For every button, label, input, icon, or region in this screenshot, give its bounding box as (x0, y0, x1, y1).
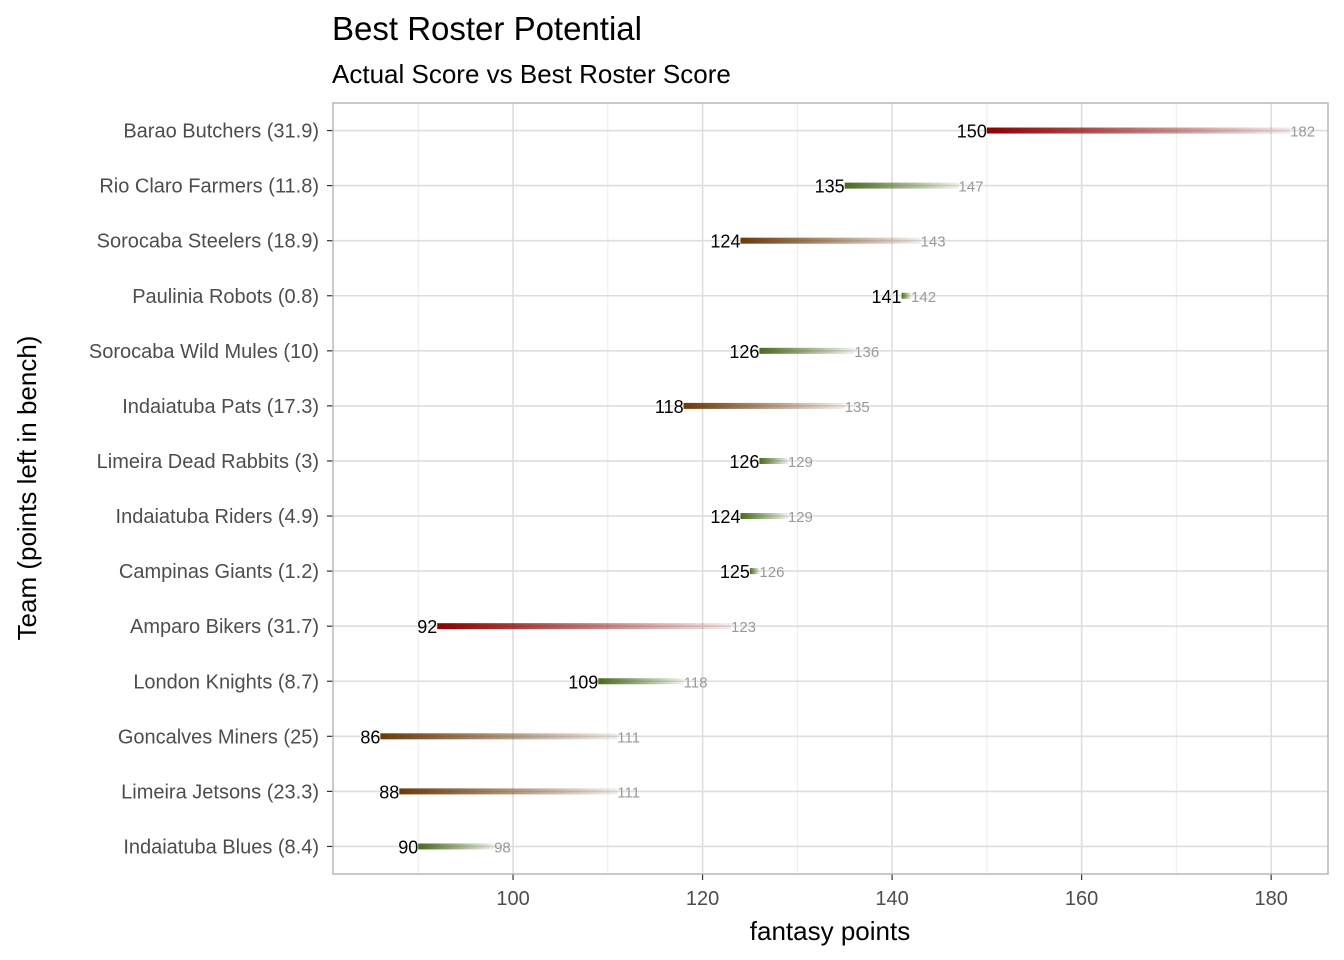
best-score-label: 129 (788, 454, 813, 471)
best-score-label: 129 (788, 509, 813, 526)
bar (749, 568, 760, 575)
actual-score-label: 135 (815, 177, 845, 197)
bar (759, 457, 788, 464)
best-score-label: 182 (1290, 124, 1315, 141)
category-label: Indaiatuba Blues (8.4) (123, 836, 319, 858)
best-score-label: 111 (617, 784, 640, 801)
bar (399, 788, 618, 795)
chart-title: Best Roster Potential (332, 10, 642, 47)
category-label: Goncalves Miners (25) (118, 726, 319, 748)
bar (844, 182, 959, 189)
category-label: Paulinia Robots (0.8) (132, 286, 319, 308)
category-label: Limeira Dead Rabbits (3) (97, 451, 319, 473)
category-label: Campinas Giants (1.2) (119, 561, 319, 583)
actual-score-label: 88 (379, 782, 399, 802)
x-tick-label: 160 (1065, 888, 1098, 910)
x-tick-label: 100 (496, 888, 529, 910)
best-score-label: 143 (921, 234, 946, 251)
best-score-label: 136 (854, 344, 879, 361)
category-label: Barao Butchers (31.9) (123, 121, 319, 143)
best-score-label: 123 (731, 619, 756, 636)
y-axis-title: Team (points left in bench) (12, 336, 42, 641)
actual-score-label: 124 (710, 232, 740, 252)
bar (683, 402, 845, 409)
chart-subtitle: Actual Score vs Best Roster Score (332, 59, 731, 89)
best-score-label: 98 (494, 839, 511, 856)
category-label: Indaiatuba Riders (4.9) (116, 506, 319, 528)
actual-score-label: 109 (568, 672, 598, 692)
best-score-label: 135 (845, 399, 870, 416)
actual-score-label: 124 (710, 507, 740, 527)
actual-score-label: 118 (655, 397, 684, 417)
x-axis-title: fantasy points (750, 916, 910, 946)
bar (437, 623, 731, 630)
bar (759, 347, 855, 354)
bar (598, 678, 684, 685)
bar (380, 733, 618, 740)
plot-panel: 150 182 Barao Butchers (31.9) 135 147 Rio Cla… (89, 102, 1329, 910)
bar (740, 513, 788, 520)
x-tick-label: 180 (1254, 888, 1287, 910)
category-label: London Knights (8.7) (133, 671, 319, 693)
actual-score-label: 125 (720, 562, 750, 582)
actual-score-label: 86 (360, 727, 380, 747)
best-score-label: 126 (759, 564, 784, 581)
panel-border (332, 102, 1329, 875)
actual-score-label: 92 (417, 617, 437, 637)
actual-score-label: 141 (872, 287, 902, 307)
best-score-label: 118 (684, 674, 708, 691)
actual-score-label: 126 (729, 342, 759, 362)
category-label: Sorocaba Steelers (18.9) (97, 231, 319, 253)
actual-score-label: 150 (957, 122, 987, 142)
x-tick-label: 140 (875, 888, 908, 910)
best-score-label: 111 (617, 729, 640, 746)
x-tick-label: 120 (686, 888, 719, 910)
category-label: Limeira Jetsons (23.3) (121, 781, 319, 803)
best-score-label: 142 (911, 289, 936, 306)
best-score-label: 147 (958, 179, 983, 196)
bar (418, 843, 495, 850)
actual-score-label: 90 (398, 837, 418, 857)
category-label: Indaiatuba Pats (17.3) (122, 396, 319, 418)
actual-score-label: 126 (729, 452, 759, 472)
bar (740, 237, 921, 244)
category-label: Rio Claro Farmers (11.8) (99, 176, 319, 198)
bar (901, 292, 912, 299)
category-label: Sorocaba Wild Mules (10) (89, 341, 319, 363)
category-label: Amparo Bikers (31.7) (130, 616, 319, 638)
bar (986, 127, 1291, 134)
